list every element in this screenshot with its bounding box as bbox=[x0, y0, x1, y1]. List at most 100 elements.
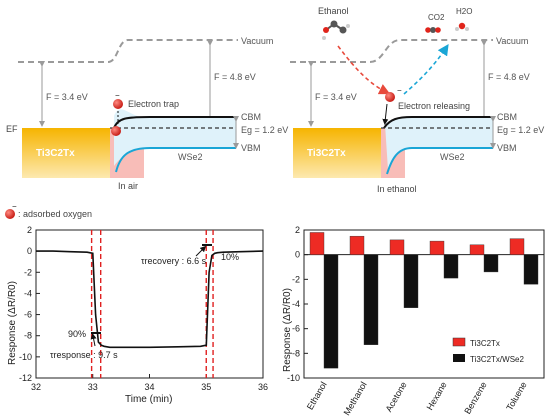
pct10-label: 10% bbox=[221, 252, 239, 262]
y-tick-label: -10 bbox=[19, 352, 32, 362]
electron-releasing-label: Electron releasing bbox=[398, 101, 470, 111]
eg-label: Eg = 1.2 eV bbox=[497, 125, 544, 135]
bar-composite-hexane bbox=[443, 254, 459, 279]
chart2-legend: Ti3C2Tx Ti3C2Tx/WSe2 bbox=[452, 337, 524, 364]
in-air-caption: In air bbox=[118, 181, 138, 191]
vacuum-level-line bbox=[290, 39, 493, 63]
vbm-label: VBM bbox=[497, 143, 517, 153]
co2-molecule-icon bbox=[425, 27, 441, 33]
vbm-curve bbox=[115, 147, 236, 173]
oxygen-legend: − : adsorbed oxygen bbox=[5, 202, 92, 219]
pct90-label: 90% bbox=[68, 329, 86, 339]
x-axis-title: Time (min) bbox=[125, 394, 172, 405]
response-time-chart: -12 -10 -8 -6 -4 -2 0 2 32 33 34 35 36 90% τrespons… bbox=[7, 225, 268, 405]
phi-left-label: F = 3.4 eV bbox=[46, 92, 88, 102]
h2o-molecule-icon bbox=[455, 22, 469, 31]
oxygen-icon bbox=[5, 209, 15, 219]
y-tick-label: -6 bbox=[292, 324, 300, 334]
ti3c2-block bbox=[293, 128, 381, 178]
ti3c2-label: Ti3C2Tx bbox=[36, 148, 75, 159]
bar-composite-toluene bbox=[523, 254, 539, 285]
wse2-gap-fill bbox=[385, 118, 493, 170]
bar-ti3c2-hexane bbox=[429, 240, 445, 255]
recovery-arrow bbox=[195, 245, 207, 257]
ti3c2-block bbox=[22, 128, 110, 178]
x-axis-categories: Ethanol Methanol Acetone Hexane Benzene Tolue… bbox=[305, 380, 529, 417]
minus-sign-icon: − bbox=[397, 86, 402, 95]
x-tick-label: 32 bbox=[31, 382, 41, 392]
x-tick-label: 33 bbox=[88, 382, 98, 392]
tau-response-label: τresponse : 9.7 s bbox=[50, 350, 118, 360]
electron-icon bbox=[113, 99, 123, 109]
y-axis-title: Response (ΔR/R0) bbox=[7, 281, 18, 365]
vacuum-label: Vacuum bbox=[496, 36, 528, 46]
legend-swatch-ti3c2 bbox=[452, 337, 466, 347]
y-tick-label: -2 bbox=[292, 274, 300, 284]
vbm-curve bbox=[386, 147, 493, 175]
legend-label-ti3c2: Ti3C2Tx bbox=[470, 339, 500, 348]
cbm-curve bbox=[113, 116, 236, 129]
x-axis: 32 33 34 35 36 bbox=[31, 374, 268, 392]
bar-ti3c2-toluene bbox=[509, 238, 525, 255]
minus-sign-icon: − bbox=[115, 91, 120, 100]
y-tick-label: 0 bbox=[295, 250, 300, 260]
oxygen-legend-label: : adsorbed oxygen bbox=[18, 209, 92, 219]
bar-composite-methanol bbox=[363, 254, 379, 345]
vacuum-label: Vacuum bbox=[241, 36, 273, 46]
bar-composite-benzene bbox=[483, 254, 499, 273]
response-series-line bbox=[36, 250, 264, 349]
x-tick-label: 35 bbox=[201, 382, 211, 392]
desorption-arrow bbox=[403, 44, 449, 95]
vbm-label: VBM bbox=[241, 143, 261, 153]
y-tick-label: 0 bbox=[27, 246, 32, 256]
y-tick-label: 2 bbox=[27, 225, 32, 235]
y-tick-label: -2 bbox=[24, 267, 32, 277]
y-tick-label: 2 bbox=[295, 225, 300, 235]
y-axis: -12 -10 -8 -6 -4 -2 0 2 bbox=[19, 225, 40, 383]
y-axis-title: Response (ΔR/R0) bbox=[282, 288, 293, 372]
y-axis: -10 -8 -6 -4 -2 0 2 bbox=[287, 225, 544, 383]
h2o-label: H2O bbox=[456, 7, 472, 16]
x-tick-label: 34 bbox=[144, 382, 154, 392]
band-diagram-air: Vacuum F = 3.4 eV F = 4.8 eV Ti3C2Tx EF … bbox=[6, 36, 288, 191]
phi-right-label: F = 4.8 eV bbox=[214, 72, 256, 82]
response-arrow bbox=[90, 333, 97, 347]
minus-sign-icon: − bbox=[12, 202, 17, 211]
co2-label: CO2 bbox=[428, 13, 445, 22]
adsorption-arrow bbox=[337, 45, 391, 95]
legend-swatch-composite bbox=[453, 354, 465, 362]
tau-recovery-label: τrecovery : 6.6 s bbox=[141, 256, 207, 266]
cbm-label: CBM bbox=[241, 112, 261, 122]
electron-icon bbox=[385, 92, 395, 102]
x-category-label: Ethanol bbox=[305, 380, 329, 411]
x-tick-label: 36 bbox=[258, 382, 268, 392]
wse2-label: WSe2 bbox=[178, 152, 203, 162]
cbm-label: CBM bbox=[497, 112, 517, 122]
release-arrow bbox=[382, 103, 389, 125]
y-tick-label: -8 bbox=[24, 331, 32, 341]
x-category-label: Hexane bbox=[425, 380, 449, 412]
in-ethanol-caption: In ethanol bbox=[377, 184, 417, 194]
cbm-curve bbox=[383, 116, 493, 129]
bar-ti3c2-acetone bbox=[389, 239, 405, 255]
ti3c2-label: Ti3C2Tx bbox=[307, 148, 346, 159]
legend-label-composite: Ti3C2Tx/WSe2 bbox=[470, 355, 524, 364]
trapped-electron-icon bbox=[111, 126, 121, 136]
x-category-label: Methanol bbox=[342, 380, 369, 417]
x-category-label: Toluene bbox=[504, 380, 528, 412]
y-tick-label: -4 bbox=[24, 288, 32, 298]
band-diagram-ethanol: Vacuum F = 3.4 eV F = 4.8 eV Ti3C2Tx CBM… bbox=[290, 6, 544, 194]
x-category-label: Benzene bbox=[462, 380, 488, 416]
bar-composite-ethanol bbox=[323, 254, 339, 369]
y-tick-label: -6 bbox=[24, 310, 32, 320]
selectivity-bar-chart: -10 -8 -6 -4 -2 0 2 Ethanol Methanol Acetone Hexa… bbox=[282, 225, 545, 417]
bar-ti3c2-benzene bbox=[469, 244, 485, 255]
bar-composite-acetone bbox=[403, 254, 419, 308]
bar-ti3c2-methanol bbox=[349, 235, 365, 255]
wse2-gap-fill bbox=[114, 109, 236, 166]
dashed-markers bbox=[90, 230, 214, 378]
y-tick-label: -10 bbox=[287, 373, 300, 383]
bar-ti3c2-ethanol bbox=[309, 232, 325, 255]
y-tick-label: -4 bbox=[292, 299, 300, 309]
